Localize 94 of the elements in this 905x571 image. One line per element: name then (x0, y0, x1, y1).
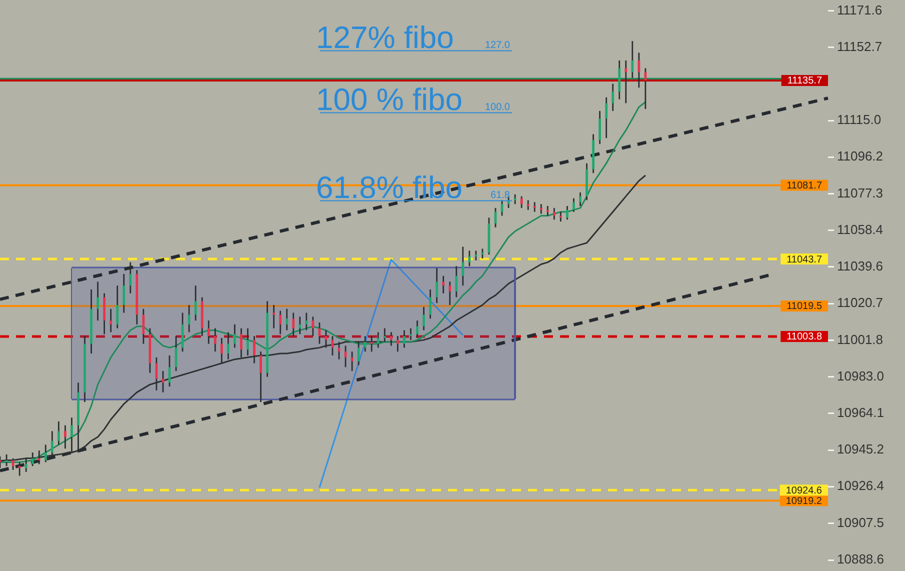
ref-line-label: 11043.7 (786, 254, 822, 266)
candlestick (207, 320, 210, 345)
candlestick (631, 40, 634, 79)
candlestick (572, 198, 575, 213)
candlestick (579, 192, 582, 207)
ref-line-label: 11135.7 (787, 76, 822, 87)
y-tick-label: 11039.6 (837, 258, 884, 274)
y-tick-label: 11171.6 (837, 2, 882, 18)
candlestick (462, 246, 464, 286)
candlestick (246, 328, 249, 356)
candlestick (240, 328, 242, 358)
candlestick (612, 83, 614, 112)
candlestick (298, 316, 302, 335)
candlestick (292, 312, 295, 337)
candlestick (429, 288, 432, 320)
candlestick (116, 284, 119, 329)
candlestick (552, 207, 556, 220)
candlestick (559, 211, 562, 222)
y-tick-label: 10888.6 (837, 552, 884, 567)
candlestick (103, 292, 106, 335)
ref-line-label: 10924.6 (786, 485, 822, 496)
candlestick (96, 281, 99, 322)
annotation: 127.0 (484, 40, 510, 51)
y-tick-label: 10964.1 (837, 405, 884, 420)
candlestick (376, 331, 380, 348)
candlestick (618, 60, 621, 100)
candlestick (129, 262, 132, 294)
y-tick-label: 11096.2 (837, 148, 884, 164)
candlestick (383, 328, 386, 343)
y-tick-label: 11152.7 (837, 39, 882, 54)
candlestick (110, 308, 112, 333)
candlestick (64, 424, 66, 450)
candlestick (57, 420, 60, 446)
y-tick-label: 11058.4 (837, 222, 884, 238)
ref-line-label: 10919.2 (786, 496, 822, 507)
candlestick (533, 201, 536, 213)
candlestick (390, 331, 392, 346)
candlestick (50, 430, 54, 458)
y-tick-label: 11115.0 (837, 112, 882, 128)
candlestick (350, 350, 354, 372)
candlestick (305, 312, 308, 331)
candlestick (474, 250, 478, 262)
candlestick (260, 350, 262, 403)
candlestick (364, 335, 366, 352)
ref-line-label: 11019.5 (786, 301, 822, 312)
candlestick (422, 306, 425, 331)
candlestick (403, 330, 406, 348)
candlestick (605, 96, 608, 139)
candlestick (448, 281, 452, 306)
y-tick-label: 10983.0 (837, 368, 884, 384)
candlestick (181, 312, 184, 352)
y-tick-label: 10945.2 (837, 442, 884, 457)
candlestick (357, 341, 360, 366)
annotation: 61.8 (490, 190, 510, 201)
candlestick (396, 335, 399, 352)
candlestick (226, 331, 230, 360)
y-tick-label: 10926.4 (837, 478, 884, 494)
candlestick (436, 267, 438, 304)
candlestick (455, 265, 458, 298)
candlestick (546, 205, 549, 216)
candlestick (442, 275, 445, 294)
candlestick (638, 52, 640, 88)
candlestick (566, 205, 568, 220)
candlestick (214, 328, 216, 352)
candlestick (194, 284, 197, 322)
candlestick (598, 110, 602, 145)
candlestick (234, 324, 236, 348)
candlestick (410, 328, 412, 341)
candlestick (468, 250, 471, 267)
candlestick (644, 68, 647, 110)
candlestick (540, 203, 542, 214)
candlestick (142, 308, 145, 345)
annotation: 100 % fibo (316, 82, 462, 117)
candlestick (70, 416, 73, 454)
candlestick (286, 308, 288, 331)
annotation: 100.0 (484, 102, 510, 113)
y-tick-label: 11077.3 (837, 185, 884, 200)
candlestick (188, 304, 190, 333)
ref-line-label: 11081.7 (786, 180, 822, 192)
y-tick-label: 11001.8 (837, 332, 884, 347)
candlestick (279, 310, 282, 335)
candlestick (526, 200, 530, 211)
y-tick-label: 10907.5 (837, 514, 884, 530)
candlestick (253, 335, 256, 364)
ref-line-label: 11003.8 (786, 332, 822, 343)
candlestick (520, 196, 523, 209)
candlestick (312, 316, 314, 337)
candlestick (122, 273, 126, 314)
annotation: 127% fibo (316, 20, 454, 55)
y-tick-label: 11020.7 (837, 295, 884, 310)
candlestick (220, 337, 223, 364)
candlestick (416, 320, 418, 339)
candlestick (624, 60, 628, 104)
candlestick (370, 335, 373, 352)
